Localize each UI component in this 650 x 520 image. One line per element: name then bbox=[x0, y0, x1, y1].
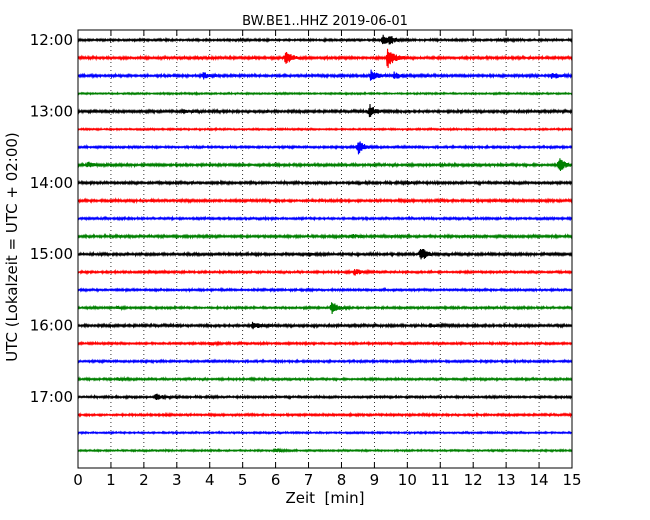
trace-18 bbox=[77, 340, 573, 347]
trace-20 bbox=[77, 375, 573, 383]
trace-5 bbox=[77, 104, 573, 118]
trace-7 bbox=[77, 141, 573, 155]
trace-2 bbox=[77, 48, 573, 68]
y-tick-label: 13:00 bbox=[30, 102, 73, 120]
x-tick-label: 5 bbox=[238, 471, 248, 489]
trace-22 bbox=[77, 411, 573, 419]
ticks bbox=[77, 30, 573, 468]
x-tick-label: 10 bbox=[398, 471, 417, 489]
traces bbox=[77, 34, 573, 454]
trace-1 bbox=[77, 34, 573, 45]
trace-17 bbox=[77, 321, 573, 330]
trace-10 bbox=[77, 197, 573, 205]
y-axis-label: UTC (Lokalzeit = UTC + 02:00) bbox=[3, 132, 21, 362]
grid bbox=[110, 30, 540, 468]
x-tick-label: 6 bbox=[271, 471, 281, 489]
trace-12 bbox=[77, 232, 573, 240]
trace-8 bbox=[77, 158, 573, 171]
y-tick-label: 14:00 bbox=[30, 174, 73, 192]
x-axis-label: Zeit [min] bbox=[285, 489, 364, 507]
x-tick-label: 3 bbox=[172, 471, 182, 489]
y-tick-label: 17:00 bbox=[30, 388, 73, 406]
trace-11 bbox=[77, 215, 573, 222]
plot-frame bbox=[77, 29, 573, 469]
y-tick-label: 16:00 bbox=[30, 317, 73, 335]
trace-15 bbox=[77, 286, 573, 293]
x-tick-label: 0 bbox=[73, 471, 83, 489]
x-tick-label: 12 bbox=[464, 471, 483, 489]
x-tick-label: 13 bbox=[497, 471, 516, 489]
x-tick-label: 9 bbox=[370, 471, 380, 489]
y-tick-label: 15:00 bbox=[30, 245, 73, 263]
trace-16 bbox=[77, 302, 573, 314]
trace-4 bbox=[77, 90, 573, 97]
trace-6 bbox=[77, 126, 573, 132]
trace-19 bbox=[77, 358, 573, 365]
y-tick-label: 12:00 bbox=[30, 31, 73, 49]
x-tick-labels: 0 1 2 3 4 5 6 7 8 9 10 11 12 13 14 15 bbox=[73, 471, 581, 489]
trace-13 bbox=[77, 248, 573, 260]
y-tick-labels: 12:00 13:00 14:00 15:00 16:00 17:00 bbox=[30, 31, 73, 406]
x-tick-label: 11 bbox=[431, 471, 450, 489]
x-tick-label: 15 bbox=[562, 471, 581, 489]
trace-14 bbox=[77, 268, 573, 276]
trace-3 bbox=[77, 69, 573, 81]
x-tick-label: 4 bbox=[205, 471, 215, 489]
x-tick-label: 8 bbox=[337, 471, 347, 489]
x-tick-label: 14 bbox=[530, 471, 549, 489]
chart-title: BW.BE1..HHZ 2019-06-01 bbox=[242, 14, 408, 29]
x-tick-label: 2 bbox=[139, 471, 149, 489]
trace-21 bbox=[77, 393, 573, 401]
trace-24 bbox=[77, 447, 573, 454]
trace-23 bbox=[77, 430, 573, 436]
trace-9 bbox=[77, 179, 573, 187]
x-tick-label: 7 bbox=[304, 471, 314, 489]
x-tick-label: 1 bbox=[106, 471, 116, 489]
